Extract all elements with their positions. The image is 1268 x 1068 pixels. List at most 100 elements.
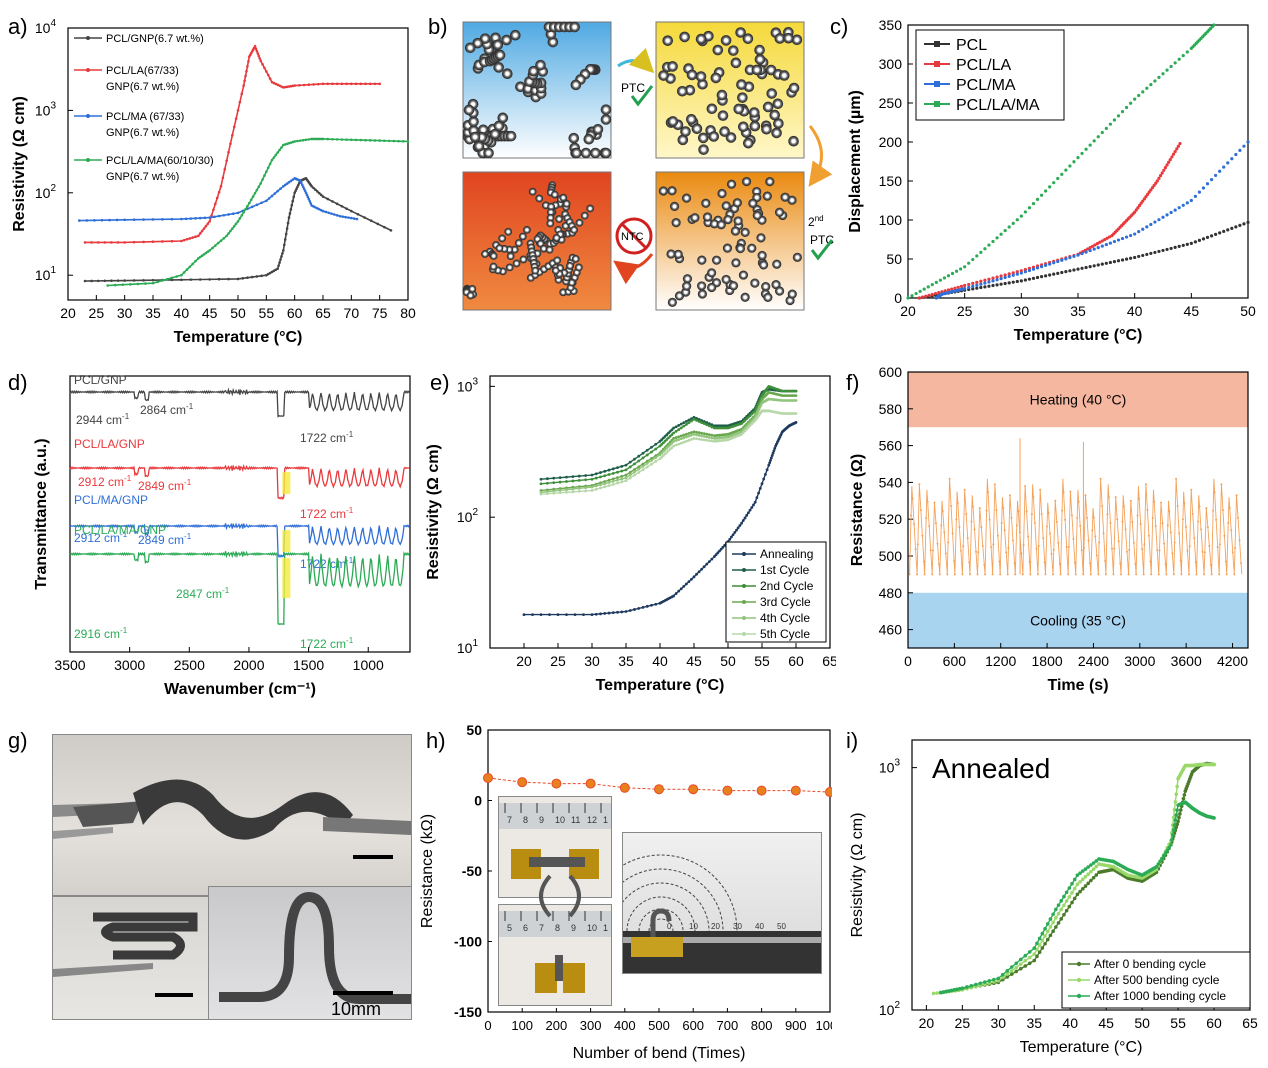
data-point [539,492,543,496]
data-point [1000,975,1005,980]
data-point [677,435,681,439]
y-tick-label: 50 [466,722,482,738]
data-point [1206,526,1209,529]
data-point-1 [975,280,979,284]
data-point [227,150,230,154]
x-tick-label: 60 [287,305,303,321]
data-point [565,475,568,479]
filler-particle [738,121,749,133]
data-point [1193,537,1196,540]
data-point [1171,552,1174,555]
data-point-3 [1177,57,1181,61]
data-point [923,573,926,576]
filler-particle [686,69,698,81]
data-point [142,279,145,282]
arrow-ptc [617,47,655,74]
data-point [1174,813,1179,817]
data-point-1 [1015,270,1019,274]
peak-annotation: 2912 cm-1 [78,474,132,489]
data-point-3 [950,271,955,276]
data-point [302,187,306,191]
bend-radius-arc [626,896,696,932]
data-point-3 [1027,206,1032,210]
data-point [1072,537,1075,540]
data-point [1035,954,1039,959]
data-point [234,117,238,120]
filler-particle [676,85,688,97]
data-point [611,467,615,471]
data-point [1013,562,1016,565]
data-point [752,503,755,507]
data-point [672,431,675,435]
x-tick-label: 3500 [54,657,85,673]
data-point [750,506,754,509]
data-point [974,982,978,987]
data-point [1035,547,1038,550]
data-point [687,434,691,438]
filler-particle [667,116,679,127]
data-point [1156,549,1159,552]
legend-marker [934,81,940,87]
data-point [692,430,696,434]
data-point [1116,518,1119,521]
data-point [993,483,996,486]
data-point [312,186,315,190]
data-point [326,197,330,201]
data-point-1 [967,282,971,287]
data-point [679,426,683,430]
data-point-0 [1129,256,1133,260]
data-point [1045,525,1048,528]
data-point [616,470,619,474]
carbonyl-highlight [282,558,291,598]
x-tick-label: 1800 [1032,653,1063,669]
filler-particle [695,71,707,82]
x-tick-label: 35 [618,653,634,669]
data-point [677,428,681,431]
data-point [1218,543,1221,546]
data-point [931,991,936,996]
data-point [257,185,261,188]
data-point [1160,856,1164,861]
data-point [1098,541,1101,544]
ruler-tick-label: 9 [571,923,576,933]
data-point-3 [963,265,967,269]
photo-s-bent-strip: 10mm [208,886,412,1020]
data-point-3 [1039,193,1044,197]
data-point [1043,926,1047,931]
data-point [770,454,774,457]
data-point [1070,881,1074,886]
data-point [345,138,348,141]
data-point [620,464,624,468]
y-tick-label: 460 [879,622,903,638]
data-point [1231,551,1234,554]
data-point [753,500,757,504]
data-point [1131,520,1134,523]
filler-particle [707,268,717,278]
data-point [253,44,257,48]
data-point [1079,525,1082,528]
data-point [270,270,274,274]
filler-particle [662,35,674,46]
data-point [280,146,283,149]
data-point [296,185,299,189]
data-point [674,443,678,447]
data-point [387,139,391,143]
data-point [988,518,991,521]
data-point-3 [999,232,1003,236]
photo-folded-strip [52,896,210,1020]
data-point [552,481,556,485]
data-point [1010,516,1013,519]
plot-frame [907,371,1249,649]
legend-label: PCL/LA/MA [956,97,1040,114]
data-point-2 [971,284,975,289]
data-point [603,469,607,473]
data-point-0 [1201,237,1206,241]
data-point [690,417,693,421]
data-point [687,421,691,425]
data-point-3 [975,254,979,258]
data-point [1172,573,1175,576]
data-point [765,468,769,472]
data-point [1099,477,1102,480]
filler-particle [501,68,513,79]
data-point [794,399,798,402]
